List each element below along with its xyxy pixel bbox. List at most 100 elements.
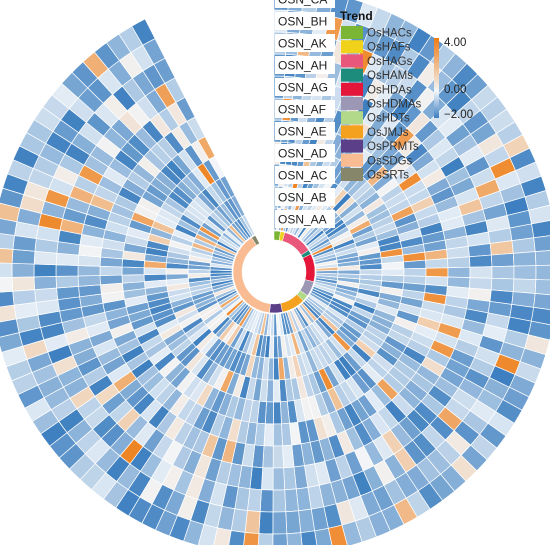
heatmap-cell <box>55 275 79 289</box>
heatmap-cell <box>0 276 14 293</box>
legend-label: OsHACs <box>367 28 412 40</box>
group-arc-ossrts <box>251 235 260 246</box>
heatmap-cell <box>0 262 13 278</box>
heatmap-cell <box>272 467 286 491</box>
legend-title: Trend <box>340 9 373 23</box>
ring-label: OSN_AB <box>278 191 327 205</box>
group-arc-oshdas <box>302 253 316 283</box>
heatmap-cell <box>11 276 36 292</box>
heatmap-cell <box>262 445 274 469</box>
ring-label: OSN_AD <box>278 147 328 161</box>
heatmap-cell <box>282 444 295 469</box>
heatmap-cell <box>121 274 145 284</box>
ring-label: OSN_AH <box>278 59 327 73</box>
ring-label: OSN_AE <box>278 125 327 139</box>
heatmap-cell <box>284 488 299 513</box>
heatmap-cell <box>0 247 14 264</box>
heatmap-cell <box>490 277 515 293</box>
legend-label: OsJMJs <box>367 127 409 139</box>
legend-swatch <box>341 125 363 139</box>
ring-label-background <box>275 12 335 30</box>
heatmap-cell <box>55 264 79 277</box>
heatmap-cell <box>381 261 405 270</box>
heatmap-cell <box>99 265 123 276</box>
heatmap-cell <box>272 511 288 535</box>
heatmap-cell <box>511 237 536 254</box>
ring-label-background <box>275 78 335 96</box>
heatmap-cell <box>143 267 167 275</box>
ring-label: OSN_AC <box>278 169 328 183</box>
ring-label: OSN_AK <box>278 37 327 51</box>
heatmap-cell <box>261 467 274 491</box>
heatmap-cell <box>491 265 515 280</box>
heatmap-cell <box>469 254 493 268</box>
scale-label-mid: 0.00 <box>444 84 466 96</box>
group-arc-osprmts <box>269 303 283 314</box>
color-scale-bar <box>434 38 439 118</box>
heatmap-cell <box>403 267 427 277</box>
heatmap-cell <box>512 278 537 294</box>
heatmap-cell <box>381 268 405 277</box>
heatmap-cell <box>513 265 537 280</box>
heatmap-cell <box>272 445 284 469</box>
group-color-ring <box>232 230 316 314</box>
heatmap-cell <box>283 466 297 491</box>
legend-swatch <box>341 111 363 125</box>
heatmap-cell <box>273 335 279 359</box>
legend-swatch <box>341 54 363 68</box>
ring-label-background <box>275 144 335 162</box>
heatmap-cell <box>257 533 274 545</box>
legend-label: OsHDTs <box>367 113 410 125</box>
legend-swatch <box>341 26 363 39</box>
legend-swatch <box>341 168 363 181</box>
legend-label: OsHDMAs <box>367 99 422 111</box>
heatmap-cell <box>143 273 167 282</box>
ring-label: OSN_AF <box>278 103 326 117</box>
ring-label-background <box>275 0 335 8</box>
heatmap-cell <box>425 258 449 269</box>
ring-label-background <box>275 56 335 74</box>
heatmap-cell <box>11 248 36 265</box>
legend-label: OsHAFs <box>367 42 411 54</box>
heatmap-cell <box>121 266 145 276</box>
heatmap-cell <box>33 263 57 278</box>
heatmap-cell <box>259 489 274 513</box>
heatmap-cell <box>490 252 515 268</box>
ring-label: OSN_CA <box>278 0 327 7</box>
ring-label-background <box>275 210 335 228</box>
color-scale-legend: 4.00 0.00 −2.00 <box>434 37 473 121</box>
ring-label: OSN_AA <box>278 213 327 227</box>
heatmap-cell <box>12 289 37 306</box>
scale-label-min: −2.00 <box>444 109 473 121</box>
ring-labels: OSN_AA OSN_AB OSN_AC OSN_AD OSN_AE OSN_AF OSN_… <box>275 0 335 228</box>
ring-label-background <box>275 122 335 140</box>
heatmap-cell <box>533 235 550 253</box>
heatmap-cell <box>425 267 449 278</box>
heatmap-cell <box>273 357 280 381</box>
legend-swatch <box>341 139 363 153</box>
legend-swatch <box>341 82 363 96</box>
legend-swatch <box>341 68 363 82</box>
ring-label-background <box>275 34 335 52</box>
legend-swatch <box>341 40 363 54</box>
heatmap-cell <box>534 279 550 296</box>
heatmap-cell <box>272 401 282 425</box>
ring-label: OSN_BH <box>278 15 327 29</box>
heatmap-cell <box>285 510 302 535</box>
heatmap-cell <box>273 379 281 403</box>
legend-label: OsHAMs <box>367 70 413 82</box>
heatmap-cell <box>33 276 57 290</box>
heatmap-cell <box>403 259 427 270</box>
heatmap-cell <box>99 274 123 286</box>
heatmap-cell <box>489 240 514 256</box>
legend-swatch <box>341 153 363 167</box>
group-legend: Trend OsHACs OsHAFs OsHAGs OsHAMs OsHDAs OsHD… <box>340 9 422 182</box>
heatmap-cell <box>469 266 493 279</box>
heatmap-cell <box>33 250 58 266</box>
legend-label: OsHAGs <box>367 56 413 68</box>
ring-label-background <box>275 166 335 184</box>
heatmap-cell <box>34 287 59 303</box>
heatmap-cell <box>11 262 35 278</box>
heatmap-cell <box>447 266 471 279</box>
